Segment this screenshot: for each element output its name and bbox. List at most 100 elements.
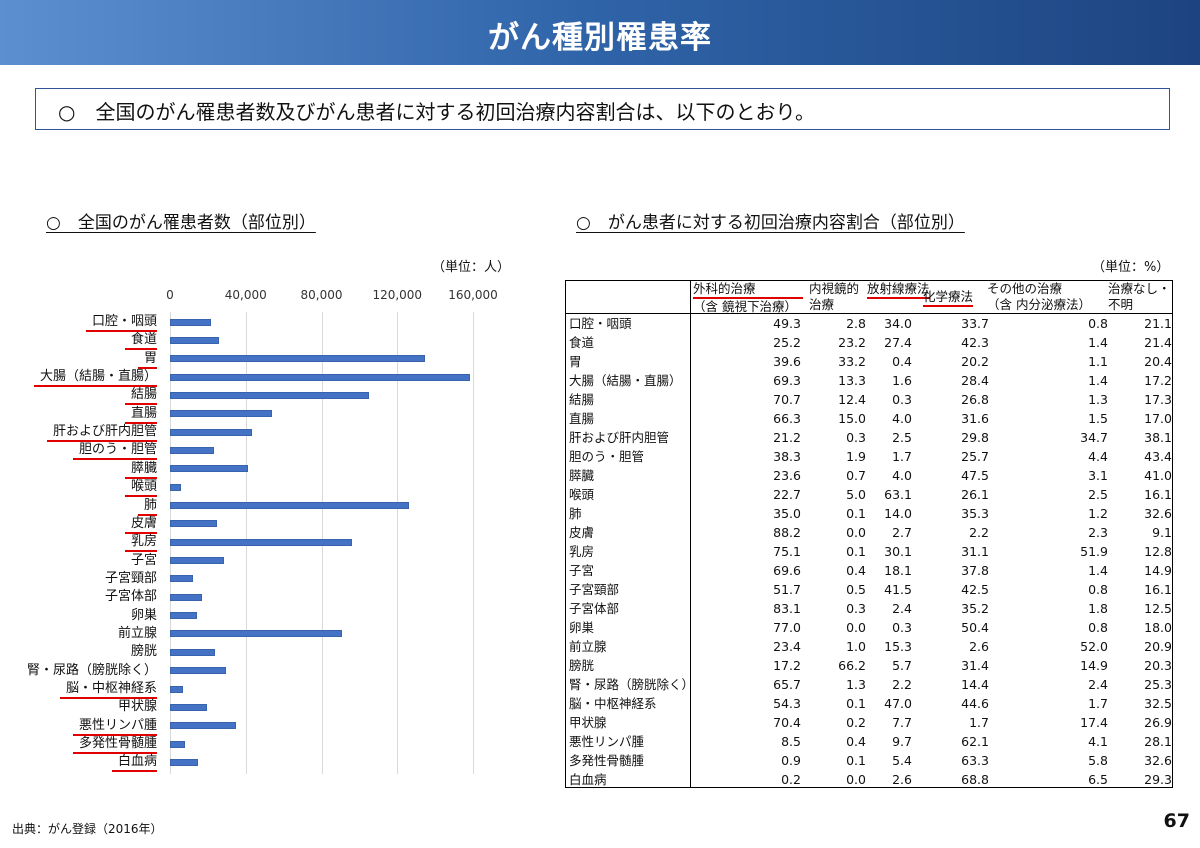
- cell-value: 12.4: [838, 392, 866, 407]
- cell-value: 31.1: [961, 544, 989, 559]
- category-label: 大腸（結腸・直腸）: [33, 369, 157, 388]
- cell-value: 0.9: [781, 753, 801, 768]
- cell-value: 2.5: [892, 430, 912, 445]
- cell-value: 70.4: [773, 715, 801, 730]
- table-row: 前立腺 23.4 1.0 15.3 2.6 52.0 20.9: [566, 637, 1172, 656]
- row-label: 前立腺: [569, 639, 607, 654]
- treatment-table: 外科的治療 （含 鏡視下治療） 内視鏡的 治療 放射線療法 化学療法 その他の治療 （含 内分…: [565, 280, 1173, 788]
- table-row: 悪性リンパ腫 8.5 0.4 9.7 62.1 4.1 28.1: [566, 732, 1172, 751]
- cell-value: 26.8: [961, 392, 989, 407]
- cell-value: 83.1: [773, 601, 801, 616]
- column-header: その他の治療 （含 内分泌療法）: [987, 281, 1091, 313]
- bar: [170, 318, 212, 326]
- cell-value: 51.9: [1080, 544, 1108, 559]
- row-label: 肺: [569, 506, 582, 521]
- cell-value: 2.4: [1088, 677, 1108, 692]
- cell-value: 23.2: [838, 335, 866, 350]
- row-label: 甲状腺: [569, 715, 607, 730]
- cell-value: 4.0: [892, 468, 912, 483]
- cell-value: 0.3: [892, 620, 912, 635]
- row-label: 皮膚: [569, 525, 595, 540]
- category-label: 肝および肝内胆管: [46, 424, 157, 443]
- cell-value: 50.4: [961, 620, 989, 635]
- cell-value: 2.4: [892, 601, 912, 616]
- table-row: 白血病 0.2 0.0 2.6 68.8 6.5 29.3: [566, 770, 1172, 789]
- cell-value: 66.3: [773, 411, 801, 426]
- bar: [170, 685, 183, 693]
- table-row: 食道 25.2 23.2 27.4 42.3 1.4 21.4: [566, 333, 1172, 352]
- cell-value: 49.3: [773, 316, 801, 331]
- cell-value: 18.0: [1144, 620, 1172, 635]
- cell-value: 16.1: [1144, 582, 1172, 597]
- cell-value: 25.7: [961, 449, 989, 464]
- page-number: 67: [1163, 810, 1190, 832]
- cell-value: 37.8: [961, 563, 989, 578]
- cell-value: 34.0: [884, 316, 912, 331]
- header-line2: 治療: [809, 297, 835, 312]
- header-line1: 内視鏡的: [809, 281, 860, 296]
- cell-value: 69.3: [773, 373, 801, 388]
- bar: [170, 465, 248, 473]
- cell-value: 33.2: [838, 354, 866, 369]
- cell-value: 2.8: [846, 316, 866, 331]
- cell-value: 21.2: [773, 430, 801, 445]
- cell-value: 0.0: [846, 772, 866, 787]
- cell-value: 1.5: [1088, 411, 1108, 426]
- cell-value: 0.7: [846, 468, 866, 483]
- category-label: 悪性リンパ腫: [72, 718, 157, 736]
- column-header: 化学療法: [923, 289, 974, 307]
- cell-value: 1.6: [892, 373, 912, 388]
- row-label: 卵巣: [569, 620, 595, 635]
- cell-value: 42.5: [961, 582, 989, 597]
- source-note: 出典：がん登録（2016年）: [12, 822, 163, 836]
- row-label: 胃: [569, 354, 582, 369]
- cell-value: 1.4: [1088, 563, 1108, 578]
- row-label: 悪性リンパ腫: [569, 734, 645, 749]
- column-header: 内視鏡的 治療: [809, 281, 859, 313]
- cell-value: 44.6: [961, 696, 989, 711]
- category-label: 口腔・咽頭: [85, 314, 157, 332]
- cell-value: 20.2: [961, 354, 989, 369]
- table-row: 大腸（結腸・直腸） 69.3 13.3 1.6 28.4 1.4 17.2: [566, 371, 1172, 390]
- category-label: 子宮頸部: [104, 570, 157, 586]
- cell-value: 0.0: [846, 620, 866, 635]
- category-label: 肺: [137, 498, 157, 516]
- cell-value: 52.0: [1080, 639, 1108, 654]
- cell-value: 54.3: [773, 696, 801, 711]
- cell-value: 18.1: [884, 563, 912, 578]
- cell-value: 29.3: [1144, 772, 1172, 787]
- bar: [170, 703, 207, 711]
- category-label: 多発性骨髄腫: [72, 736, 157, 755]
- cell-value: 26.9: [1144, 715, 1172, 730]
- category-label: 腎・尿路（膀胱除く）: [26, 662, 157, 678]
- chart-unit: （単位：人）: [432, 260, 511, 275]
- cell-value: 35.2: [961, 601, 989, 616]
- cell-value: 68.8: [961, 772, 989, 787]
- cell-value: 2.7: [892, 525, 912, 540]
- cell-value: 3.1: [1088, 468, 1108, 483]
- table-row: 腎・尿路（膀胱除く） 65.7 1.3 2.2 14.4 2.4 25.3: [566, 675, 1172, 694]
- cell-value: 1.7: [892, 449, 912, 464]
- cell-value: 0.3: [892, 392, 912, 407]
- cell-value: 14.9: [1080, 658, 1108, 673]
- row-label: 大腸（結腸・直腸）: [569, 373, 682, 388]
- cell-value: 30.1: [884, 544, 912, 559]
- cell-value: 42.3: [961, 335, 989, 350]
- cell-value: 43.4: [1144, 449, 1172, 464]
- header-line1: 放射線: [867, 281, 905, 299]
- bar: [170, 373, 470, 381]
- cell-value: 0.5: [846, 582, 866, 597]
- row-label: 乳房: [569, 544, 595, 559]
- cell-value: 1.2: [1088, 506, 1108, 521]
- cell-value: 29.8: [961, 430, 989, 445]
- cell-value: 1.1: [1088, 354, 1108, 369]
- cell-value: 6.5: [1088, 772, 1108, 787]
- bar: [170, 648, 216, 656]
- cell-value: 63.1: [884, 487, 912, 502]
- table-row: 甲状腺 70.4 0.2 7.7 1.7 17.4 26.9: [566, 713, 1172, 732]
- cell-value: 4.1: [1088, 734, 1108, 749]
- row-label: 膵臓: [569, 468, 595, 483]
- cell-value: 1.3: [1088, 392, 1108, 407]
- header-line1: 治療なし・: [1108, 281, 1171, 296]
- row-label: 口腔・咽頭: [569, 316, 632, 331]
